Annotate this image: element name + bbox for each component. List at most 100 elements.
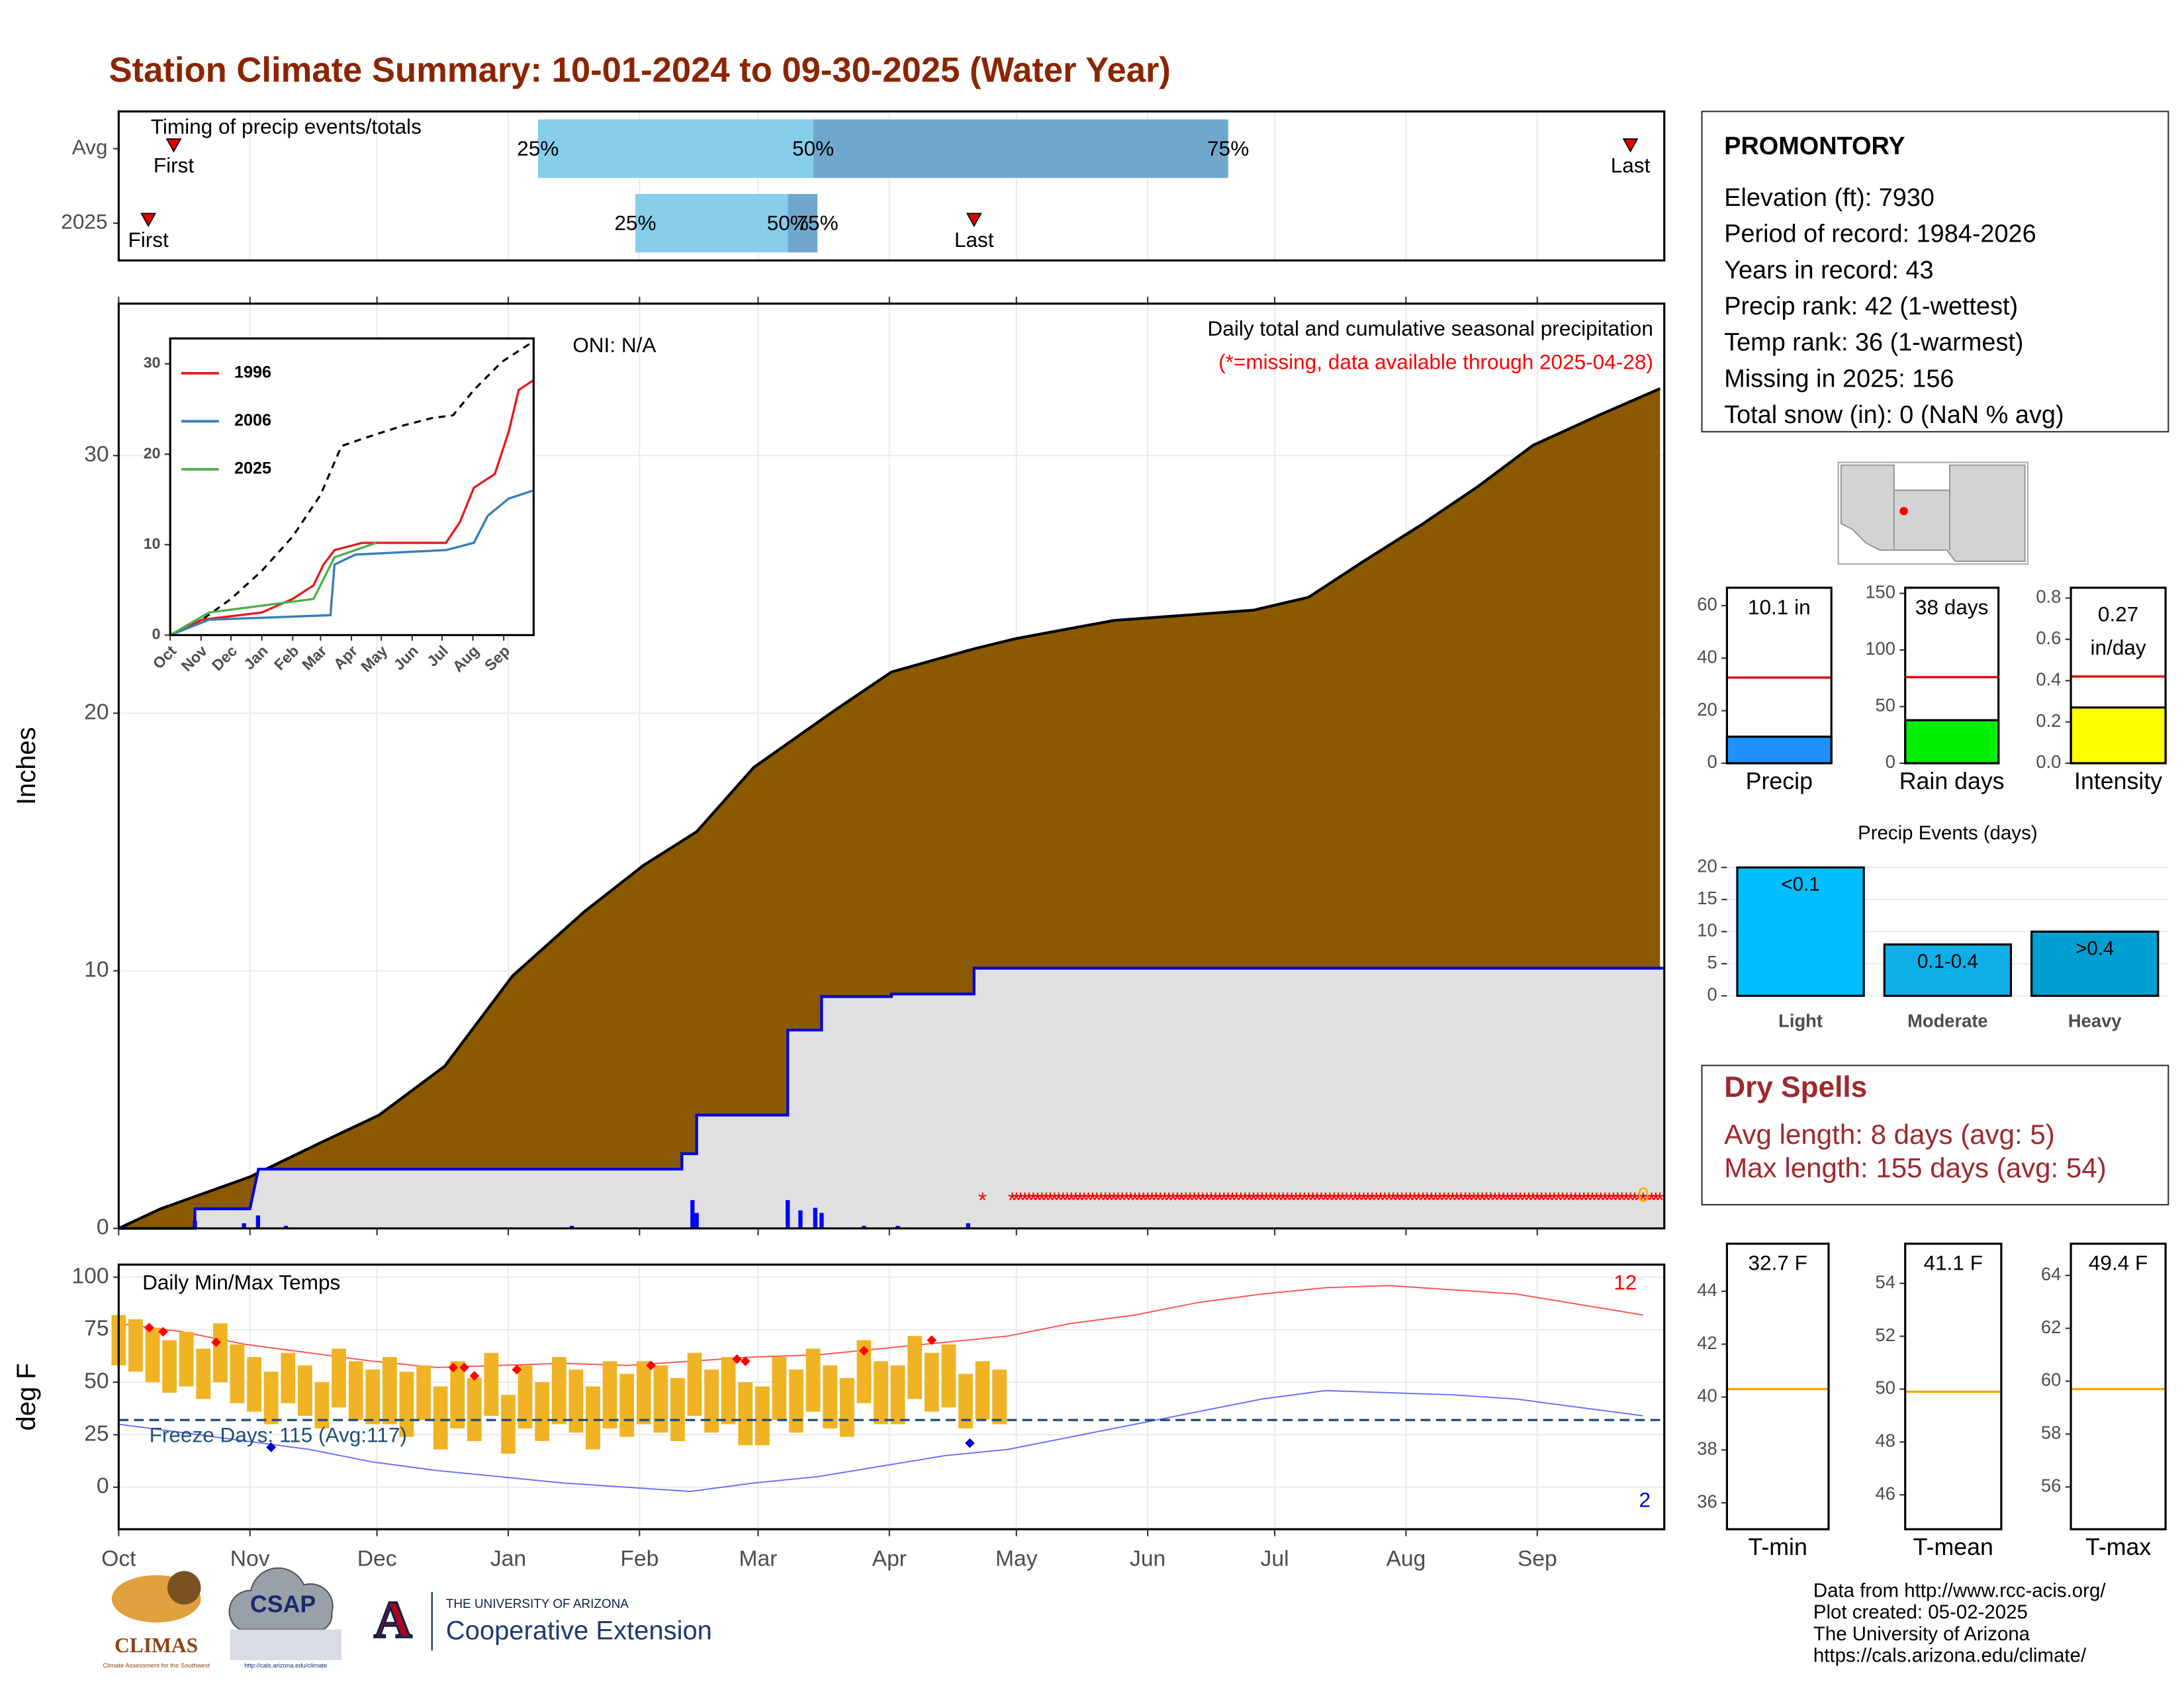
missing-marker: * [1439, 1189, 1448, 1213]
missing-marker: * [1490, 1189, 1499, 1213]
missing-marker: * [1626, 1189, 1635, 1213]
temp-range-bar [348, 1361, 363, 1421]
missing-marker: * [1211, 1189, 1220, 1213]
missing-marker: * [1512, 1189, 1520, 1213]
missing-marker: * [1122, 1189, 1131, 1213]
plot-frame [117, 110, 1666, 262]
missing-marker: * [1630, 1189, 1639, 1213]
gauge-background [1905, 1243, 2001, 1530]
station-panel [1701, 111, 2169, 433]
record-high-marker [740, 1356, 751, 1366]
legend-label: 2006 [234, 411, 271, 430]
missing-marker: * [1529, 1189, 1537, 1213]
gauge-name: Precip [1746, 768, 1813, 794]
missing-note: (*=missing, data available through 2025-… [1218, 350, 1653, 373]
missing-marker: * [1338, 1189, 1347, 1213]
missing-marker: * [1432, 1189, 1440, 1213]
temp-range-bar [856, 1340, 872, 1403]
temp-range-bar [382, 1356, 397, 1425]
gauge-background [1727, 587, 1832, 763]
y-tick-label: 42 [1697, 1333, 1717, 1353]
plot-frame [2070, 586, 2167, 765]
location-map [1837, 461, 2028, 565]
temp-range-bar [365, 1370, 381, 1425]
temp-range-bar [586, 1386, 600, 1450]
missing-marker: * [1402, 1189, 1410, 1213]
missing-marker: * [1038, 1189, 1046, 1213]
record-high-marker [158, 1327, 168, 1337]
missing-marker: * [1651, 1189, 1660, 1213]
credit-line: https://cals.arizona.edu/climate/ [1813, 1644, 2087, 1666]
missing-marker: * [1406, 1189, 1414, 1213]
temp-range-bar [263, 1372, 279, 1425]
temp-range-bar [704, 1370, 719, 1433]
temp-range-bar [907, 1336, 923, 1399]
missing-marker: * [1063, 1189, 1071, 1213]
missing-marker: * [1093, 1189, 1101, 1213]
gauge-name: T-mean [1913, 1534, 1993, 1560]
x-tick-label: Heavy [2068, 1011, 2122, 1031]
record-high-marker [144, 1323, 154, 1333]
missing-marker: * [1457, 1189, 1465, 1213]
missing-marker: * [978, 1189, 987, 1213]
logo-shape [167, 1571, 201, 1605]
missing-marker: * [1232, 1189, 1241, 1213]
inset-background [170, 338, 534, 635]
missing-marker: * [1029, 1189, 1038, 1213]
x-tick-label: Jan [490, 1546, 526, 1571]
missing-marker: * [1444, 1189, 1453, 1213]
missing-marker: * [1516, 1189, 1525, 1213]
gauge-background [1727, 1243, 1829, 1530]
y-tick-label: 20 [1697, 699, 1717, 720]
missing-marker: * [1139, 1189, 1148, 1213]
missing-marker: * [1160, 1189, 1169, 1213]
x-tick-label: Feb [620, 1546, 659, 1571]
credit-line: Plot created: 05-02-2025 [1813, 1601, 2028, 1623]
station-location [1899, 506, 1908, 516]
missing-marker: * [1503, 1189, 1512, 1213]
plot-frame [117, 303, 1666, 1230]
y-tick-label: 0 [1886, 751, 1895, 772]
y-tick-label: 0.6 [2036, 628, 2061, 648]
gauge-value-label: 0.27 [2098, 602, 2138, 626]
missing-marker: * [1088, 1189, 1097, 1213]
station-line: Precip rank: 42 (1-wettest) [1724, 293, 2018, 320]
temp-range-bar [179, 1331, 194, 1387]
missing-marker: * [1075, 1189, 1084, 1213]
average-line [169, 343, 531, 636]
missing-marker: * [1508, 1189, 1516, 1213]
x-tick-label: Jul [1261, 1546, 1289, 1571]
missing-marker: * [1165, 1189, 1173, 1213]
missing-marker: * [1580, 1189, 1588, 1213]
temp-range-bar [975, 1361, 990, 1421]
event-bar [1736, 866, 1865, 997]
legend-label: 1996 [234, 363, 271, 382]
record-low-count: 2 [1639, 1487, 1651, 1511]
daily-precip-bar [283, 1225, 289, 1229]
temp-range-bar [535, 1382, 550, 1441]
quantile-label: 50% [767, 211, 809, 235]
missing-marker: * [1199, 1189, 1207, 1213]
average-line [118, 387, 1661, 1230]
ua-logo: A THE UNIVERSITY OF ARIZONA Cooperative … [373, 1590, 712, 1650]
missing-marker: * [1635, 1189, 1643, 1213]
y-tick-label: 52 [1876, 1325, 1895, 1345]
missing-marker: * [1262, 1189, 1271, 1213]
quantile-bar [635, 193, 788, 253]
missing-marker: * [1588, 1189, 1596, 1213]
logo-text: CSAP [250, 1591, 316, 1617]
temp-range-bar [332, 1348, 346, 1408]
missing-marker: * [1541, 1189, 1550, 1213]
missing-marker: * [1067, 1189, 1075, 1213]
credits: Data from http://www.rcc-acis.org/Plot c… [1813, 1580, 2106, 1667]
daily-precip-bar [862, 1225, 866, 1229]
missing-marker: * [1524, 1189, 1533, 1213]
temp-range-bar [721, 1356, 736, 1425]
missing-marker: * [1080, 1189, 1089, 1213]
missing-marker: * [1257, 1189, 1266, 1213]
y-tick-label: 58 [2041, 1423, 2061, 1443]
plot-subtitle: Daily total and cumulative seasonal prec… [1208, 316, 1653, 340]
missing-marker: * [1152, 1189, 1160, 1213]
missing-marker: * [1537, 1189, 1546, 1213]
